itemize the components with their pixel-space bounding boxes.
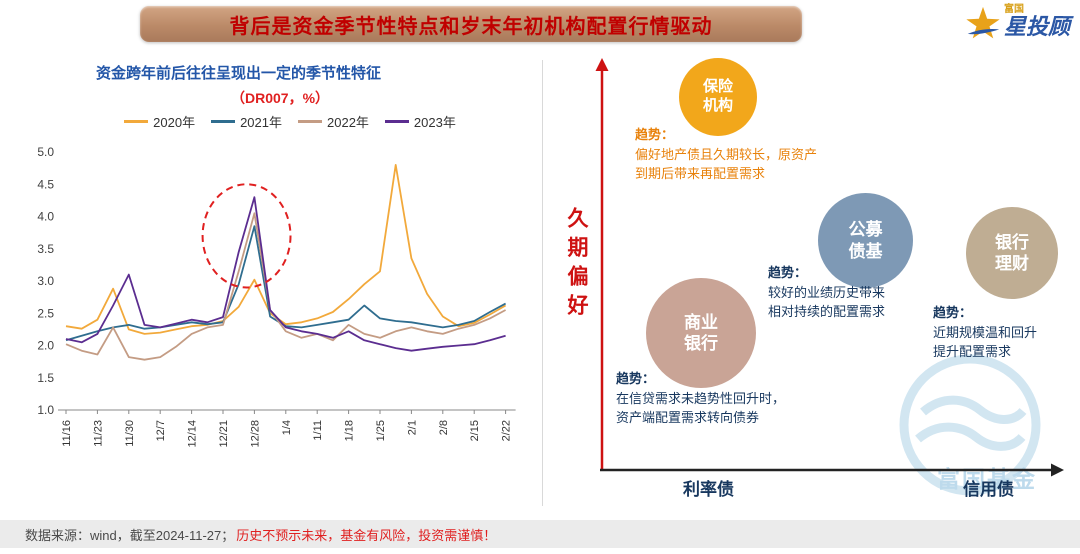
legend-label: 2022年 (327, 115, 369, 130)
diagram-panel: 富国基金 久期偏好 保险 机构 公募 债基 银行 理财 商业 银行 趋势 (545, 55, 1080, 525)
y-tick-label: 5.0 (37, 145, 54, 159)
bubble-bank-wealth: 银行 理财 (966, 207, 1058, 299)
trend-bank-wealth: 趋势： 近期规模温和回升 提升配置需求 (933, 303, 1037, 362)
fuguo-logo-icon (899, 354, 1041, 496)
dr007-line-chart: 1.0 1.5 2.0 2.5 3.0 3.5 4.0 4.5 5.0 11/16 11/23 11/… (37, 145, 516, 448)
bubble-label: 机构 (702, 97, 733, 114)
quadrant-axes (595, 58, 1064, 477)
trend-line: 资产端配置需求转向债券 (616, 410, 760, 425)
trend-title: 趋势： (616, 371, 656, 386)
x-tick-label: 1/11 (312, 420, 324, 441)
chart-title: 资金跨年前后往往呈现出一定的季节性特征 (96, 65, 382, 82)
x-tick-label: 12/21 (218, 420, 230, 448)
trend-line: 到期后带来再配置需求 (635, 166, 766, 181)
legend-swatch (384, 120, 409, 123)
x-tick-label: 2/15 (469, 420, 481, 441)
brand-text: 富国 星投顾 (1003, 4, 1070, 39)
trend-line: 在信贷需求未趋势性回升时， (616, 390, 786, 406)
y-tick-label: 4.5 (37, 177, 54, 191)
legend-item: 2023年 (384, 112, 456, 131)
bubble-label: 保险 (702, 78, 733, 96)
trend-commercial-bank: 趋势： 在信贷需求未趋势性回升时， 资产端配置需求转向债券 (616, 369, 785, 428)
legend-item: 2021年 (211, 112, 282, 131)
legend-label: 2020年 (153, 115, 196, 130)
legend-label: 2023年 (413, 115, 456, 130)
bubble-label: 公募 (848, 220, 883, 240)
y-tick-label: 3.5 (37, 242, 54, 256)
trend-title: 趋势： (933, 305, 973, 320)
legend-swatch (211, 120, 236, 123)
series-line-2022年 (65, 212, 507, 361)
chart-subtitle: （DR007，%） (230, 90, 330, 106)
footer: 数据来源：wind，截至2024-11-27； 历史不预示未来，基金有风险，投资… (0, 520, 1080, 548)
trend-line: 提升配置需求 (933, 344, 1012, 359)
series-line-2020年 (65, 163, 507, 335)
page-title: 背后是资金季节性特点和岁末年初机构配置行情驱动 (229, 15, 713, 38)
brand-logo: 富国 星投顾 (965, 5, 1070, 43)
chart-legend: 2020年 2021年 2022年 2023年 (75, 112, 505, 131)
brand-name-main: 星投顾 (1003, 14, 1070, 39)
trend-line: 相对持续的配置需求 (768, 304, 886, 319)
series-line-2023年 (65, 196, 506, 352)
bubble-label: 商业 (684, 312, 718, 332)
x-tick-label: 2/8 (438, 420, 450, 435)
x-axis-label-rates-bond: 利率债 (683, 480, 734, 499)
y-axis-label: 久期偏好 (565, 207, 588, 323)
legend-swatch (298, 120, 322, 123)
brand-name-small: 富国 (1003, 4, 1024, 15)
x-tick-label: 1/4 (281, 420, 293, 435)
bubble-mutual-fund: 公募 债基 (818, 193, 913, 288)
trend-line: 近期规模温和回升 (933, 324, 1038, 340)
bubble-insurance: 保险 机构 (679, 58, 757, 136)
trend-line: 较好的业绩历史带来 (768, 284, 886, 300)
legend-item: 2022年 (298, 112, 369, 131)
y-axis-arrow (595, 58, 609, 71)
y-tick-label: 2.0 (37, 339, 54, 353)
bubble-label: 银行 (995, 232, 1029, 252)
x-tick-label: 1/25 (375, 420, 387, 441)
legend-item: 2020年 (124, 112, 195, 131)
bubble-label: 银行 (684, 334, 718, 353)
x-tick-label: 1/18 (344, 420, 356, 441)
trend-insurance: 趋势： 偏好地产债且久期较长，原资产 到期后带来再配置需求 (635, 125, 817, 184)
legend-label: 2021年 (240, 115, 282, 130)
x-tick-label: 12/28 (249, 420, 261, 448)
header-banner: 背后是资金季节性特点和岁末年初机构配置行情驱动 (140, 6, 802, 42)
trend-title: 趋势： (635, 127, 675, 142)
bubble-commercial-bank: 商业 银行 (646, 278, 756, 388)
trend-mutual-fund: 趋势： 较好的业绩历史带来 相对持续的配置需求 (768, 263, 885, 322)
y-tick-label: 1.5 (37, 371, 54, 385)
x-tick-label: 2/22 (501, 420, 513, 441)
x-tick-label: 11/16 (61, 420, 73, 447)
x-tick-label: 12/14 (187, 420, 199, 448)
y-tick-label: 1.0 (37, 403, 54, 417)
x-tick-label: 12/7 (155, 420, 167, 441)
disclaimer: 历史不预示未来，基金有风险，投资需谨慎！ (236, 527, 497, 543)
x-axis-label-credit-bond: 信用债 (963, 480, 1014, 499)
y-tick-label: 4.0 (37, 210, 54, 224)
legend-swatch (124, 120, 149, 123)
x-tick-label: 2/1 (406, 420, 418, 435)
x-tick-label: 11/23 (92, 420, 104, 447)
bubble-label: 理财 (995, 254, 1029, 273)
x-tick-label: 11/30 (124, 420, 136, 447)
y-tick-label: 2.5 (37, 306, 54, 320)
star-icon (966, 6, 1000, 39)
bubble-label: 债基 (848, 241, 883, 261)
data-source: 数据来源：wind，截至2024-11-27； (25, 527, 235, 543)
panel-divider (542, 60, 543, 506)
x-axis-arrow (1051, 463, 1064, 477)
trend-title: 趋势： (768, 265, 808, 280)
y-tick-label: 3.0 (37, 274, 54, 288)
highlight-ellipse (201, 183, 292, 289)
trend-line: 偏好地产债且久期较长，原资产 (635, 146, 818, 162)
